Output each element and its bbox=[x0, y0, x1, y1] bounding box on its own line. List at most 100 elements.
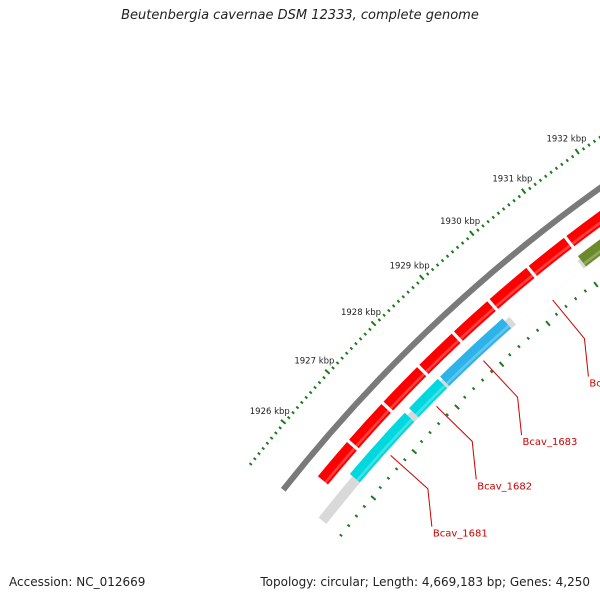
inner-tick bbox=[554, 312, 559, 317]
outer-major-tick bbox=[418, 274, 425, 281]
outer-minor-tick bbox=[440, 258, 445, 263]
inner-tick bbox=[403, 457, 407, 462]
outer-minor-tick bbox=[313, 385, 317, 390]
outer-minor-tick bbox=[430, 267, 435, 272]
inner-tick bbox=[480, 378, 485, 382]
inner-tick bbox=[445, 412, 450, 417]
outer-minor-tick bbox=[592, 139, 597, 144]
outer-minor-tick bbox=[322, 375, 326, 380]
outer-minor-tick bbox=[507, 203, 511, 207]
outer-minor-tick bbox=[317, 380, 322, 385]
outer-major-tick bbox=[469, 230, 475, 237]
forward-gene-block bbox=[566, 210, 600, 247]
outer-minor-tick bbox=[291, 410, 295, 415]
forward-gene-block-shade bbox=[355, 409, 390, 447]
gene-label: Bcav_1683 bbox=[523, 437, 578, 448]
outer-minor-tick bbox=[517, 194, 522, 199]
forward-gene-block bbox=[349, 403, 391, 449]
outer-minor-tick bbox=[344, 351, 349, 356]
outer-minor-tick bbox=[533, 182, 537, 187]
outer-minor-tick bbox=[335, 361, 340, 365]
reverse-gene-block bbox=[440, 318, 512, 386]
outer-minor-tick bbox=[481, 224, 485, 228]
outer-minor-tick bbox=[269, 436, 274, 440]
outer-minor-tick bbox=[401, 294, 406, 299]
outer-minor-tick bbox=[486, 219, 490, 224]
outer-minor-tick bbox=[565, 158, 569, 163]
inner-tick bbox=[535, 328, 540, 333]
inner-tick bbox=[545, 320, 551, 327]
kbp-tick-label: 1927 kbp bbox=[294, 357, 334, 367]
outer-minor-tick bbox=[570, 154, 575, 159]
inner-tick bbox=[573, 296, 578, 301]
inner-tick bbox=[339, 533, 343, 538]
outer-minor-tick bbox=[396, 299, 401, 304]
forward-gene-block-shade bbox=[324, 447, 356, 484]
forward-gene-block-shade bbox=[495, 274, 534, 308]
reverse-gene-gap bbox=[506, 257, 584, 325]
outer-minor-tick bbox=[445, 254, 450, 258]
map-title: Beutenbergia cavernae DSM 12333, complet… bbox=[121, 8, 479, 23]
gene-label: Bcav_1681 bbox=[433, 529, 488, 540]
outer-minor-tick bbox=[377, 318, 382, 322]
outer-minor-tick bbox=[331, 366, 335, 370]
inner-tick bbox=[454, 404, 460, 410]
forward-gene-block-shade bbox=[571, 221, 600, 245]
gene-label: Bcav_1682 bbox=[477, 481, 532, 492]
outer-minor-tick bbox=[286, 415, 291, 420]
forward-gene-block-shade bbox=[425, 339, 460, 373]
outer-major-tick bbox=[370, 320, 377, 327]
accession-label: Accession: NC_012669 bbox=[9, 575, 146, 589]
kbp-tick-label: 1931 kbp bbox=[492, 174, 532, 184]
outer-major-tick bbox=[574, 148, 580, 155]
kbp-tick-label: 1926 kbp bbox=[250, 407, 290, 417]
outer-minor-tick bbox=[278, 426, 282, 430]
forward-gene-block-shade bbox=[534, 244, 571, 275]
outer-major-tick bbox=[324, 368, 331, 375]
inner-tick bbox=[517, 344, 521, 349]
outer-minor-tick bbox=[549, 170, 553, 175]
forward-gene-block-shade bbox=[459, 307, 495, 340]
gene-leader-line bbox=[436, 406, 477, 480]
outer-minor-tick bbox=[368, 327, 372, 332]
outer-minor-tick bbox=[391, 304, 396, 308]
outer-minor-tick bbox=[538, 178, 543, 183]
outer-minor-tick bbox=[261, 446, 265, 451]
reverse-gene-block-shade bbox=[583, 249, 600, 265]
gene-leader-line bbox=[483, 360, 523, 436]
reverse-gene-block bbox=[577, 239, 600, 267]
outer-minor-tick bbox=[358, 337, 363, 341]
outer-minor-tick bbox=[435, 263, 440, 267]
outer-minor-tick bbox=[455, 245, 460, 250]
outer-major-tick bbox=[280, 419, 287, 425]
outer-minor-tick bbox=[544, 174, 548, 179]
outer-minor-tick bbox=[581, 147, 586, 151]
inner-tick bbox=[362, 504, 367, 509]
inner-tick bbox=[507, 353, 512, 357]
outer-minor-tick bbox=[528, 186, 532, 191]
outer-minor-tick bbox=[476, 228, 480, 232]
outer-minor-tick bbox=[354, 341, 358, 346]
outer-major-tick bbox=[521, 188, 527, 195]
forward-gene-block bbox=[419, 333, 461, 375]
reverse-gene-block-shade bbox=[445, 324, 510, 385]
outer-minor-tick bbox=[450, 250, 455, 254]
outer-minor-tick bbox=[248, 462, 253, 466]
outer-minor-tick bbox=[425, 272, 430, 276]
outer-minor-tick bbox=[416, 281, 420, 285]
outer-minor-tick bbox=[340, 356, 344, 360]
inner-tick bbox=[370, 495, 377, 501]
forward-gene-block bbox=[453, 301, 496, 341]
forward-gene-block-shade bbox=[389, 373, 425, 410]
outer-minor-tick bbox=[406, 290, 410, 294]
gene-leader-line bbox=[552, 299, 589, 377]
outer-minor-tick bbox=[295, 405, 300, 410]
reverse-gene-block bbox=[409, 378, 447, 418]
inner-tick bbox=[564, 304, 568, 309]
genome-backbone bbox=[280, 184, 600, 492]
kbp-tick-label: 1932 kbp bbox=[546, 134, 586, 144]
kbp-tick-label: 1928 kbp bbox=[341, 308, 381, 318]
inner-tick bbox=[428, 430, 432, 435]
forward-gene-block bbox=[489, 267, 535, 309]
